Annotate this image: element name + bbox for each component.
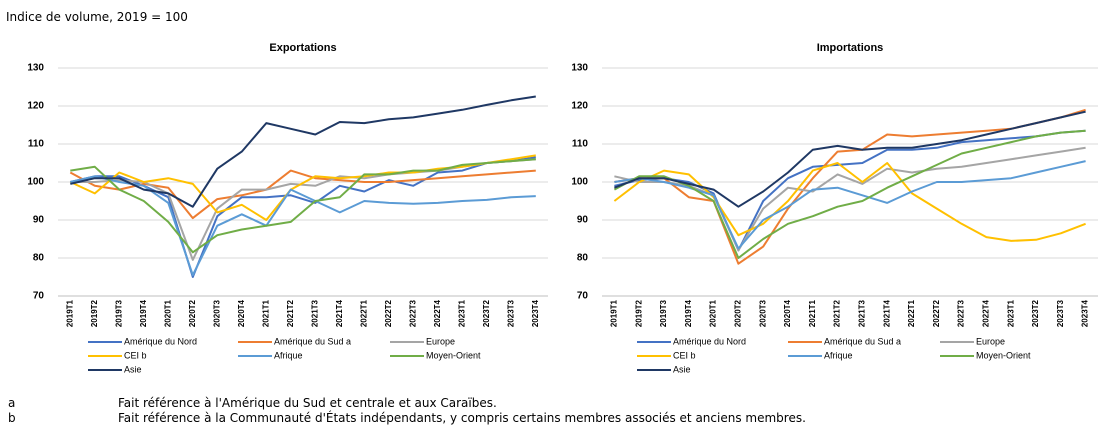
legend-label: Amérique du Nord	[673, 336, 746, 346]
series-line	[613, 129, 1086, 259]
footnote-text: Fait référence à la Communauté d'États i…	[118, 411, 806, 425]
y-tick-label: 100	[571, 177, 588, 188]
x-tick-label: 2019T3	[659, 299, 668, 327]
x-tick-label: 2021T2	[833, 299, 842, 327]
x-tick-label: 2019T4	[684, 299, 693, 327]
x-tick-label: 2021T1	[261, 299, 270, 327]
x-tick-label: 2023T4	[531, 299, 540, 327]
y-tick-label: 130	[27, 63, 44, 74]
legend-label: Asie	[673, 364, 691, 374]
x-tick-label: 2020T4	[237, 299, 246, 327]
x-tick-label: 2023T3	[1056, 299, 1065, 327]
footnote-marker: a	[8, 396, 16, 410]
x-tick-label: 2021T4	[882, 299, 891, 327]
y-tick-label: 90	[33, 215, 45, 226]
chart-title: Importations	[817, 42, 884, 54]
x-tick-label: 2023T2	[482, 299, 491, 327]
legend-label: Moyen-Orient	[976, 350, 1031, 360]
legend-label: Afrique	[274, 350, 303, 360]
y-tick-label: 120	[27, 101, 44, 112]
y-tick-label: 120	[571, 101, 588, 112]
x-tick-label: 2022T3	[957, 299, 966, 327]
series-line	[614, 110, 1086, 208]
x-tick-label: 2019T2	[90, 299, 99, 327]
legend-label: Europe	[426, 336, 455, 346]
series-line	[70, 175, 536, 277]
legend-label: Afrique	[824, 350, 853, 360]
x-tick-label: 2020T3	[212, 299, 221, 327]
x-tick-label: 2023T2	[1031, 299, 1040, 327]
x-tick-label: 2022T2	[384, 299, 393, 327]
y-tick-label: 110	[572, 139, 589, 150]
series-line	[70, 158, 536, 254]
legend-label: Amérique du Sud a	[824, 336, 901, 346]
y-tick-label: 80	[33, 253, 45, 264]
x-tick-label: 2023T3	[506, 299, 515, 327]
y-tick-label: 110	[28, 139, 45, 150]
x-tick-label: 2022T3	[408, 299, 417, 327]
x-tick-label: 2019T3	[114, 299, 123, 327]
x-tick-label: 2020T1	[709, 299, 718, 327]
y-tick-label: 90	[577, 215, 589, 226]
legend-label: CEI b	[673, 350, 696, 360]
y-tick-label: 100	[27, 177, 44, 188]
footnote-text: Fait référence à l'Amérique du Sud et ce…	[118, 396, 497, 410]
y-tick-label: 70	[33, 291, 45, 302]
x-tick-label: 2023T1	[1006, 299, 1015, 327]
x-tick-label: 2022T1	[359, 299, 368, 327]
footnote-marker: b	[8, 411, 16, 425]
legend-label: Europe	[976, 336, 1005, 346]
x-tick-label: 2022T4	[982, 299, 991, 327]
x-tick-label: 2022T2	[932, 299, 941, 327]
x-tick-label: 2021T1	[808, 299, 817, 327]
x-tick-label: 2021T4	[335, 299, 344, 327]
legend-label: Asie	[124, 364, 142, 374]
x-tick-label: 2020T1	[163, 299, 172, 327]
series-line	[70, 95, 536, 208]
x-tick-label: 2019T1	[610, 299, 619, 327]
x-tick-label: 2022T4	[433, 299, 442, 327]
x-tick-label: 2019T4	[139, 299, 148, 327]
x-tick-label: 2022T1	[907, 299, 916, 327]
legend-label: CEI b	[124, 350, 147, 360]
x-tick-label: 2021T3	[858, 299, 867, 327]
x-tick-label: 2020T2	[188, 299, 197, 327]
legend-label: Amérique du Nord	[124, 336, 197, 346]
x-tick-label: 2023T4	[1081, 299, 1090, 327]
series-line	[613, 162, 1086, 242]
chart-title: Exportations	[269, 42, 336, 54]
series-line	[69, 154, 536, 221]
header: Indice de volume, 2019 = 100	[6, 10, 188, 24]
y-tick-label: 80	[577, 253, 589, 264]
legend-label: Amérique du Sud a	[274, 336, 351, 346]
x-tick-label: 2020T2	[734, 299, 743, 327]
y-tick-label: 70	[577, 291, 589, 302]
x-tick-label: 2019T1	[65, 299, 74, 327]
x-tick-label: 2020T4	[783, 299, 792, 327]
y-tick-label: 130	[571, 63, 588, 74]
x-tick-label: 2019T2	[634, 299, 643, 327]
x-tick-label: 2021T3	[310, 299, 319, 327]
x-tick-label: 2021T2	[286, 299, 295, 327]
x-tick-label: 2023T1	[457, 299, 466, 327]
x-tick-label: 2020T3	[758, 299, 767, 327]
legend-label: Moyen-Orient	[426, 350, 481, 360]
